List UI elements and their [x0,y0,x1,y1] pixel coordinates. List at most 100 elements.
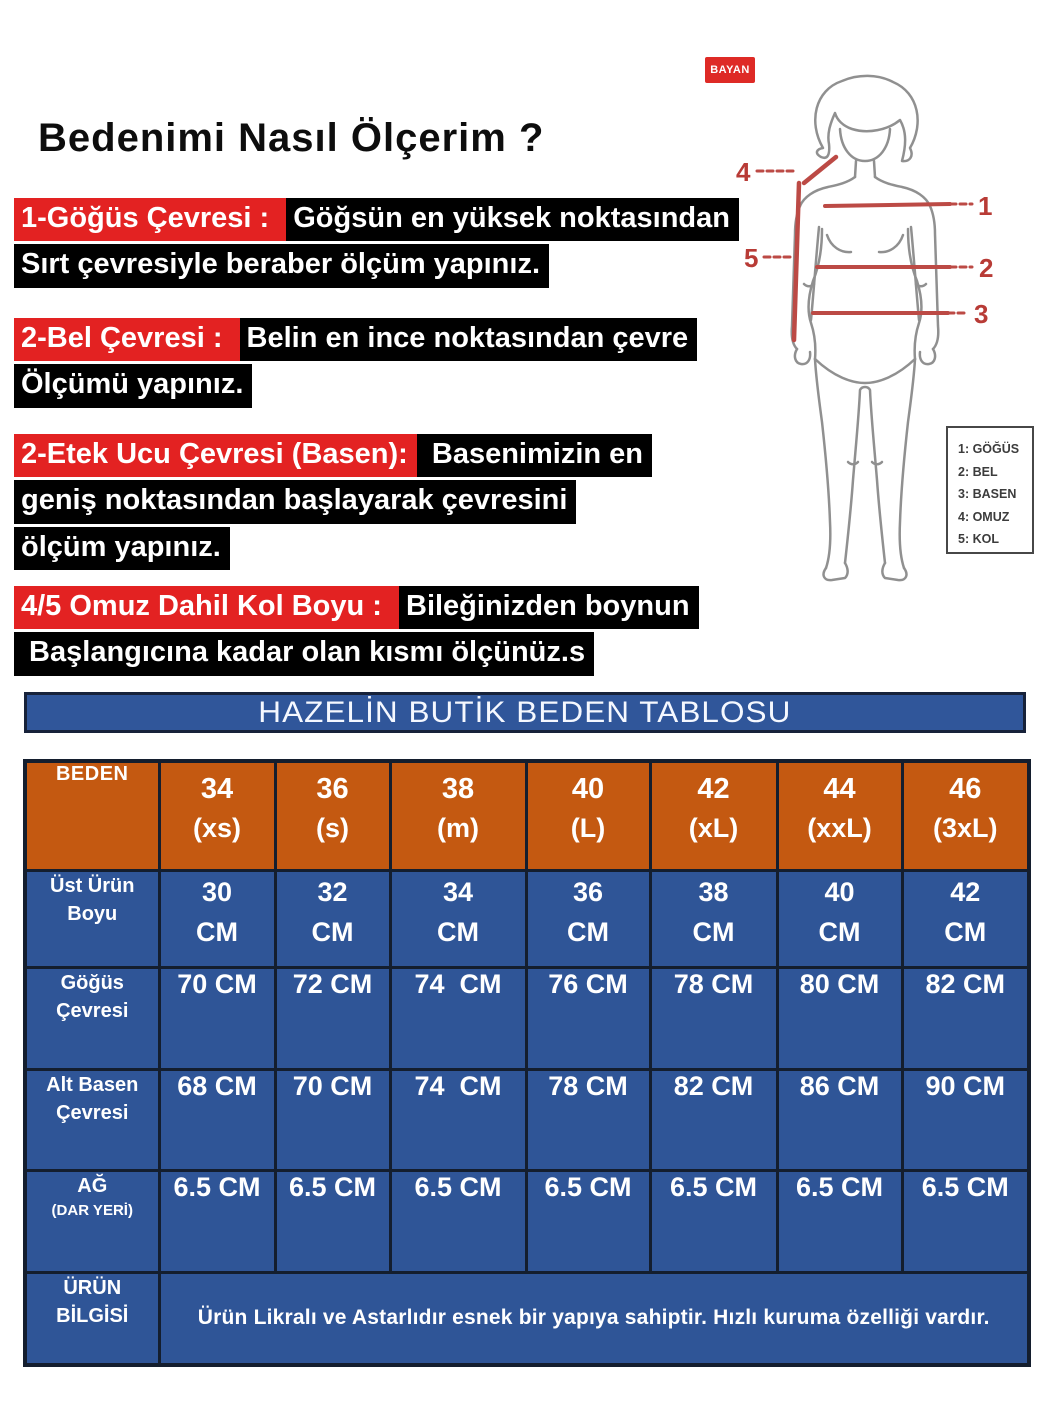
info-label-cell: ÜRÜN BİLGİSİ [23,1270,161,1367]
row-label-cell: Üst Ürün Boyu [23,868,161,969]
value-cell: 76 CM [524,965,652,1071]
torso-sides [807,227,923,361]
instruction-block: 4/5 Omuz Dahil Kol Boyu : Bileğinizden b… [14,586,699,679]
instruction-line: 4/5 Omuz Dahil Kol Boyu : Bileğinizden b… [14,586,699,630]
value-cell: 80 CM [775,965,904,1071]
measurement-legend: 1: GÖĞÜS 2: BEL 3: BASEN 4: OMUZ 5: KOL [946,426,1034,554]
instruction-line: Başlangıcına kadar olan kısmı ölçünüz.s [14,632,699,676]
value-cell: 74 CM [388,1067,528,1172]
value-cell: 90 CM [900,1067,1031,1172]
measure-label-2: 2 [979,253,993,283]
value-cell: 82 CM [648,1067,779,1172]
size-header-cell: 44 (xxL) [775,759,904,872]
value-cell: 78 CM [524,1067,652,1172]
hair-outline [814,74,919,163]
instruction-text: 2-Bel Çevresi : [14,318,240,362]
value-cell: 78 CM [648,965,779,1071]
instruction-text: Ölçümü yapınız. [14,364,253,408]
value-cell: 6.5 CM [524,1168,652,1274]
value-cell: 34 CM [388,868,528,969]
chest-curves [825,233,905,254]
size-header-cell: 36 (s) [273,759,392,872]
value-cell: 82 CM [900,965,1031,1071]
instruction-line: Ölçümü yapınız. [14,364,697,408]
instruction-text: ölçüm yapınız. [14,526,230,571]
value-cell: 6.5 CM [388,1168,528,1274]
measure-label-5: 5 [744,243,758,273]
instruction-block: 2-Etek Ucu Çevresi (Basen): Basenimizin … [14,434,652,573]
legend-item: 2: BEL [958,464,998,479]
instruction-line: 2-Bel Çevresi : Belin en ince noktasında… [14,318,698,362]
size-header-cell: 34 (xs) [157,759,277,872]
instruction-text: 2-Etek Ucu Çevresi (Basen): [14,434,417,478]
body-measurement-diagram: 4 1 5 2 3 BAYAN 1: GÖĞÜS 2: BEL 3: BASEN 4:… [700,30,1050,590]
size-header-cell: 46 (3xL) [900,759,1031,872]
instruction-text: Göğsün en yüksek noktasından [286,198,739,242]
instruction-block: 1-Göğüs Çevresi : Göğsün en yüksek nokta… [14,198,739,291]
value-cell: 32 CM [273,868,392,969]
instruction-text: Bileğinizden boynun [399,586,699,630]
hands [793,347,937,366]
body-outline [790,74,940,582]
legend-item: 4: OMUZ [958,509,1010,524]
legend-item: 5: KOL [958,532,999,546]
arm-length-line [791,180,802,343]
value-cell: 40 CM [775,868,904,969]
value-cell: 36 CM [524,868,652,969]
value-cell: 6.5 CM [775,1168,904,1274]
face-outline [838,127,892,163]
row-label-cell: Alt Basen Çevresi [23,1067,161,1172]
value-cell: 68 CM [157,1067,277,1172]
product-info-cell: Ürün Likralı ve Astarlıdır esnek bir yap… [157,1270,1031,1367]
size-header-cell: 38 (m) [388,759,528,872]
size-table: BEDEN 34 (xs) 36 (s) 38 (m) 40 (L) 42 (xL) 44 (xxL) 4… [23,759,1031,1367]
value-cell: 30 CM [157,868,277,969]
instruction-text: 1-Göğüs Çevresi : [14,198,287,242]
knee-marks [846,460,884,466]
size-header-cell: 42 (xL) [648,759,779,872]
legend-item: 3: BASEN [958,487,1017,501]
measurement-numbers: 4 1 5 2 3 [736,157,993,329]
instruction-line: ölçüm yapınız. [14,526,652,571]
instruction-text: Başlangıcına kadar olan kısmı ölçünüz.s [14,632,595,676]
value-cell: 42 CM [900,868,1031,969]
instruction-line: 1-Göğüs Çevresi : Göğsün en yüksek nokta… [14,198,739,242]
chest-line [823,202,952,208]
row-label-cell: Göğüs Çevresi [23,965,161,1071]
instruction-text: Sırt çevresiyle beraber ölçüm yapınız. [14,244,550,288]
value-cell: 6.5 CM [273,1168,392,1274]
value-cell: 70 CM [157,965,277,1071]
feet [822,561,908,582]
instruction-line: geniş noktasından başlayarak çevresini [14,480,652,524]
value-cell: 6.5 CM [157,1168,277,1274]
instruction-line: 2-Etek Ucu Çevresi (Basen): Basenimizin … [14,434,652,478]
gender-badge: BAYAN [705,57,755,83]
measure-label-1: 1 [978,191,992,221]
hip-curve [813,357,917,385]
legs-inner [843,385,887,565]
legs-outer [813,357,917,570]
neck-lines [853,159,877,179]
instruction-block: 2-Bel Çevresi : Belin en ince noktasında… [14,318,698,411]
measure-label-3: 3 [974,299,988,329]
body-figure-svg: 4 1 5 2 3 [736,74,993,582]
shoulders [798,175,932,208]
instruction-text: geniş noktasından başlayarak çevresini [14,480,577,524]
value-cell: 74 CM [388,965,528,1071]
elbow-marks [802,282,928,288]
size-table-banner-text: HAZELİN BUTİK BEDEN TABLOSU [258,695,792,729]
measure-label-4: 4 [736,157,751,187]
value-cell: 70 CM [273,1067,392,1172]
value-cell: 38 CM [648,868,779,969]
value-cell: 72 CM [273,965,392,1071]
measurement-lines [755,154,974,343]
size-table-corner-cell: BEDEN [23,759,161,872]
shoulder-line [801,154,839,186]
instruction-text: Basenimizin en [416,434,652,478]
instruction-text: Belin en ince noktasından çevre [239,318,698,362]
instruction-line: Sırt çevresiyle beraber ölçüm yapınız. [14,244,739,288]
value-cell: 6.5 CM [648,1168,779,1274]
size-header-cell: 40 (L) [524,759,652,872]
value-cell: 86 CM [775,1067,904,1172]
